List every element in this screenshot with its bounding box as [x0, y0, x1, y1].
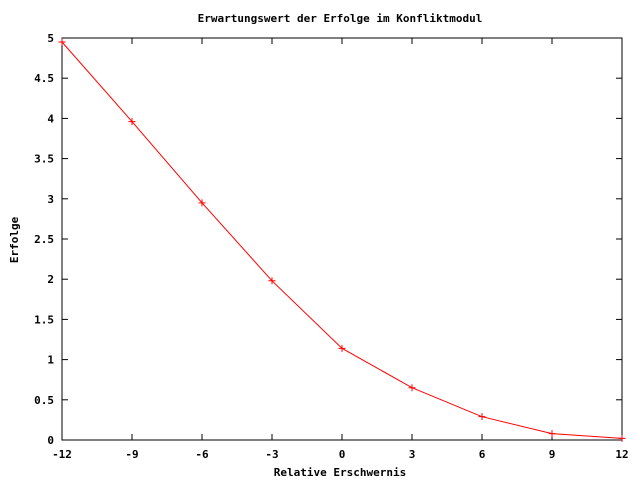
y-tick-label: 3.5 [34, 153, 54, 166]
y-tick-label: 1 [47, 354, 54, 367]
series-line [61, 41, 623, 439]
series-group [58, 38, 626, 442]
y-tick-label: 5 [47, 32, 54, 45]
y-tick-label: 0.5 [34, 394, 54, 407]
chart-title: Erwartungswert der Erfolge im Konfliktmo… [198, 12, 483, 25]
data-point [128, 118, 136, 126]
y-tick-label: 2 [47, 273, 54, 286]
y-tick-label: 4 [47, 112, 54, 125]
y-tick-label: 0 [47, 434, 54, 447]
y-tick-label: 3 [47, 193, 54, 206]
y-tick-label: 2.5 [34, 233, 54, 246]
x-tick-label: 6 [479, 448, 486, 461]
data-point [408, 384, 416, 392]
data-point [338, 344, 346, 352]
y-axis-label: Erfolge [8, 216, 21, 263]
data-point [548, 430, 556, 438]
data-point [478, 413, 486, 421]
data-point [268, 277, 276, 285]
data-point [58, 38, 66, 46]
y-tick-label: 4.5 [34, 72, 54, 85]
x-tick-label: -9 [125, 448, 138, 461]
x-tick-label: -6 [195, 448, 209, 461]
x-tick-label: 12 [615, 448, 628, 461]
data-point [198, 199, 206, 207]
x-axis: -12 -9 -6 -3 0 3 6 9 12 [52, 38, 629, 461]
x-tick-label: 9 [549, 448, 556, 461]
x-tick-label: -3 [265, 448, 278, 461]
x-tick-label: 0 [339, 448, 346, 461]
x-axis-label: Relative Erschwernis [274, 466, 406, 479]
plot-frame [61, 37, 623, 441]
x-tick-label: 3 [409, 448, 416, 461]
y-tick-label: 1.5 [34, 313, 54, 326]
x-tick-label: -12 [52, 448, 72, 461]
data-point [618, 434, 626, 442]
y-axis: 0 0.5 1 1.5 2 2.5 3 3.5 4 4.5 5 [34, 32, 622, 447]
